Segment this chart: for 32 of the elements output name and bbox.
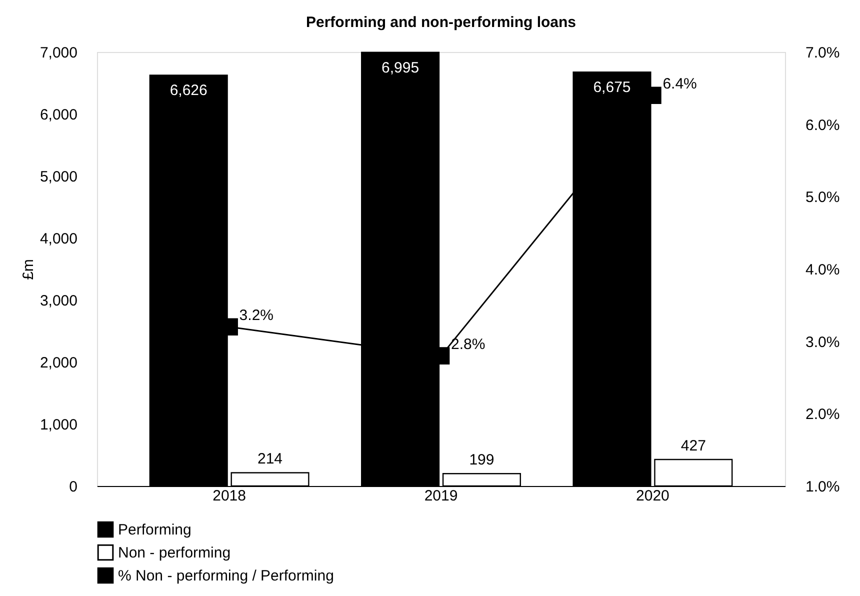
y-tick-label: 6,000 [40, 106, 78, 124]
y2-tick-label: 2.0% [806, 406, 840, 424]
x-tick-label: 2020 [636, 488, 670, 504]
y2-tick-label: 3.0% [806, 334, 840, 351]
data-label: 6.4% [662, 75, 697, 92]
y2-tick-label: 6.0% [806, 116, 840, 134]
data-label: 427 [680, 438, 706, 455]
y2-tick-label: 5.0% [806, 189, 840, 206]
y2-tick-label: 4.0% [806, 262, 840, 278]
y-axis-title: £m [20, 259, 37, 280]
legend-label: % Non - performing / Performing [118, 568, 334, 584]
data-label: 3.2% [239, 306, 274, 324]
data-label: 6,995 [382, 59, 420, 76]
data-label: 6,626 [170, 82, 208, 100]
y-tick-label: 7,000 [40, 44, 78, 62]
y2-tick-label: 7.0% [806, 44, 840, 62]
y-tick-label: 5,000 [40, 168, 78, 186]
data-label: 2.8% [451, 336, 486, 353]
legend-label: Performing [118, 522, 192, 538]
data-label: 199 [469, 452, 494, 469]
chart-title: Performing and non-performing loans [306, 14, 576, 31]
x-tick-label: 2018 [212, 488, 246, 504]
y-tick-label: 0 [69, 478, 78, 496]
y-tick-label: 3,000 [40, 292, 78, 310]
y-tick-label: 4,000 [40, 230, 78, 248]
x-tick-label: 2019 [424, 488, 458, 504]
data-label: 6,675 [593, 79, 631, 96]
y-tick-label: 2,000 [40, 354, 78, 372]
legend-label: Non - performing [118, 544, 231, 562]
y-tick-label: 1,000 [40, 416, 78, 434]
y2-tick-label: 1.0% [806, 478, 840, 496]
data-label: 214 [258, 450, 283, 468]
